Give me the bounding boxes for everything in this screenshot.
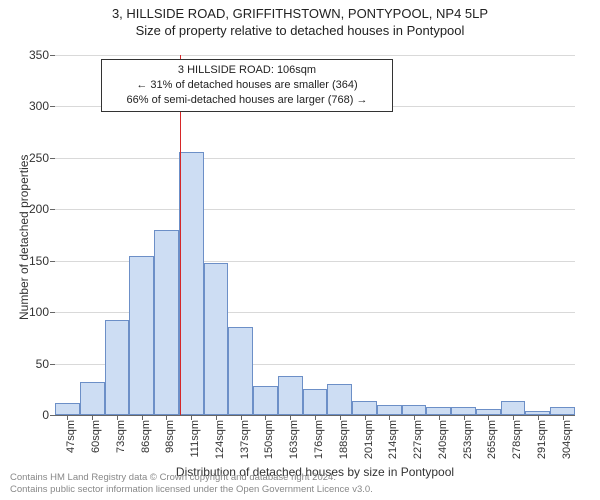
- xtick-label: 137sqm: [239, 420, 251, 459]
- histogram-bar: [327, 384, 352, 415]
- histogram-bar: [105, 320, 130, 415]
- xtick-label: 73sqm: [115, 420, 127, 453]
- histogram-bar: [402, 405, 427, 415]
- page-title: 3, HILLSIDE ROAD, GRIFFITHSTOWN, PONTYPO…: [0, 0, 600, 23]
- histogram-bar: [253, 386, 278, 415]
- footer-credits: Contains HM Land Registry data © Crown c…: [10, 472, 373, 496]
- xtick-label: 278sqm: [511, 420, 523, 459]
- gridline: [55, 55, 575, 56]
- footer-line-1: Contains HM Land Registry data © Crown c…: [10, 472, 373, 484]
- histogram-bar: [352, 401, 377, 415]
- gridline: [55, 158, 575, 159]
- xtick-label: 47sqm: [65, 420, 77, 453]
- xtick-label: 214sqm: [387, 420, 399, 459]
- histogram-bar: [426, 407, 451, 415]
- xtick-label: 111sqm: [189, 420, 201, 458]
- ytick-mark: [50, 106, 55, 107]
- ytick-label: 350: [9, 48, 49, 62]
- histogram-bar: [501, 401, 526, 415]
- info-line-1: 3 HILLSIDE ROAD: 106sqm: [110, 63, 384, 78]
- histogram-bar: [154, 230, 179, 415]
- histogram-chart: 05010015020025030035047sqm60sqm73sqm86sq…: [55, 55, 575, 415]
- ytick-mark: [50, 158, 55, 159]
- xtick-label: 86sqm: [140, 420, 152, 453]
- ytick-mark: [50, 55, 55, 56]
- xtick-label: 98sqm: [164, 420, 176, 453]
- ytick-mark: [50, 312, 55, 313]
- chart-container: 3, HILLSIDE ROAD, GRIFFITHSTOWN, PONTYPO…: [0, 0, 600, 500]
- histogram-bar: [451, 407, 476, 415]
- histogram-bar: [179, 152, 204, 415]
- ytick-mark: [50, 415, 55, 416]
- ytick-mark: [50, 364, 55, 365]
- xtick-label: 176sqm: [313, 420, 325, 459]
- info-box: 3 HILLSIDE ROAD: 106sqm ← 31% of detache…: [101, 59, 393, 112]
- xtick-label: 304sqm: [561, 420, 573, 459]
- ytick-label: 0: [9, 408, 49, 422]
- histogram-bar: [377, 405, 402, 415]
- info-line-3: 66% of semi-detached houses are larger (…: [110, 93, 384, 108]
- xtick-label: 60sqm: [90, 420, 102, 453]
- histogram-bar: [303, 389, 328, 415]
- xtick-label: 150sqm: [263, 420, 275, 459]
- histogram-bar: [55, 403, 80, 415]
- xtick-label: 201sqm: [363, 420, 375, 459]
- histogram-bar: [550, 407, 575, 415]
- histogram-bar: [204, 263, 229, 415]
- xtick-label: 188sqm: [338, 420, 350, 459]
- gridline: [55, 209, 575, 210]
- y-axis-title: Number of detached properties: [17, 155, 31, 320]
- page-subtitle: Size of property relative to detached ho…: [0, 23, 600, 40]
- xtick-label: 227sqm: [412, 420, 424, 459]
- xtick-label: 163sqm: [288, 420, 300, 459]
- xtick-label: 124sqm: [214, 420, 226, 459]
- xtick-label: 240sqm: [437, 420, 449, 459]
- histogram-bar: [129, 256, 154, 415]
- info-line-2: ← 31% of detached houses are smaller (36…: [110, 78, 384, 93]
- histogram-bar: [278, 376, 303, 415]
- footer-line-2: Contains public sector information licen…: [10, 484, 373, 496]
- ytick-mark: [50, 261, 55, 262]
- xtick-label: 291sqm: [536, 420, 548, 459]
- ytick-label: 50: [9, 357, 49, 371]
- ytick-mark: [50, 209, 55, 210]
- xtick-label: 253sqm: [462, 420, 474, 459]
- ytick-label: 300: [9, 99, 49, 113]
- histogram-bar: [228, 327, 253, 415]
- xtick-label: 265sqm: [486, 420, 498, 459]
- histogram-bar: [80, 382, 105, 415]
